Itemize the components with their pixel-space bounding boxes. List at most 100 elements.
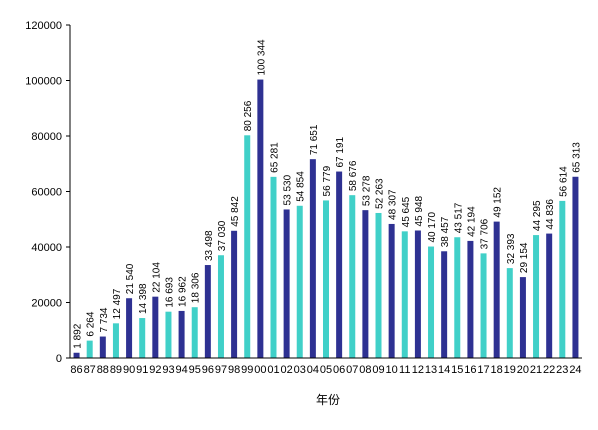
bar-02 [283, 209, 290, 358]
bar-92 [152, 296, 159, 358]
bar-08 [362, 210, 369, 358]
bar-10 [388, 223, 395, 358]
value-label: 37 030 [217, 220, 228, 251]
x-tick-label: 05 [320, 364, 332, 376]
value-label: 54 854 [296, 171, 307, 202]
value-label: 45 842 [230, 196, 241, 227]
x-tick-label: 98 [228, 364, 240, 376]
bar-04 [309, 159, 316, 358]
x-tick-label: 96 [202, 364, 214, 376]
value-label: 37 706 [480, 218, 491, 249]
x-tick-label: 87 [84, 364, 96, 376]
y-axis: 0 20000 40000 60000 80000 100000 120000 [25, 20, 71, 365]
x-tick-label: 16 [464, 364, 476, 376]
x-tick-label: 04 [307, 364, 319, 376]
bar-17 [480, 253, 487, 358]
bar-21 [533, 235, 540, 358]
value-label: 1 892 [73, 323, 84, 348]
bar-23 [559, 200, 566, 358]
value-label: 56 614 [558, 166, 569, 197]
bar-93 [165, 311, 172, 358]
bar-86 [73, 352, 80, 358]
x-tick-label: 13 [425, 364, 437, 376]
x-tick-label: 14 [438, 364, 450, 376]
value-label: 48 307 [388, 189, 399, 220]
x-tick-label: 90 [123, 364, 135, 376]
bar-87 [86, 340, 93, 358]
y-tick-label: 80000 [31, 131, 62, 143]
value-label: 52 263 [375, 178, 386, 209]
x-tick-label: 97 [215, 364, 227, 376]
x-tick-label: 22 [543, 364, 555, 376]
x-tick-label: 10 [386, 364, 398, 376]
x-tick-label: 94 [175, 364, 187, 376]
x-tick-label: 01 [267, 364, 279, 376]
bar-88 [99, 336, 106, 358]
value-label: 45 948 [414, 195, 425, 226]
value-label: 71 651 [309, 124, 320, 155]
x-tick-label: 02 [280, 364, 292, 376]
x-tick-label: 89 [110, 364, 122, 376]
y-tick-label: 60000 [31, 187, 62, 199]
x-axis-title: 年份 [316, 393, 340, 407]
bar-15 [454, 237, 461, 358]
x-tick-label: 08 [359, 364, 371, 376]
bar-19 [506, 268, 513, 358]
x-tick-label: 23 [556, 364, 568, 376]
value-label: 22 104 [151, 262, 162, 293]
x-tick-label: 93 [162, 364, 174, 376]
x-tick-label: 09 [372, 364, 384, 376]
x-tick-label: 99 [241, 364, 253, 376]
x-axis: 86 87 88 89 90 91 92 93 94 95 96 97 98 99 00 01 02 03 04 05… [70, 357, 582, 376]
value-label: 43 517 [453, 202, 464, 233]
value-label: 44 836 [545, 199, 556, 230]
value-label: 45 645 [401, 196, 412, 227]
bar-90 [126, 298, 133, 358]
bar-98 [231, 230, 238, 358]
value-label: 33 498 [204, 230, 215, 261]
x-tick-label: 95 [189, 364, 201, 376]
bar-01 [270, 176, 277, 358]
value-label: 18 306 [191, 272, 202, 303]
bar-05 [323, 200, 329, 358]
y-tick-label: 100000 [25, 76, 62, 88]
bar-99 [244, 135, 251, 358]
value-label: 6 264 [86, 311, 97, 336]
value-label: 16 693 [164, 277, 175, 308]
value-label: 56 779 [322, 165, 333, 196]
y-tick-label: 20000 [31, 298, 62, 310]
value-label: 53 530 [283, 174, 294, 205]
x-tick-label: 18 [491, 364, 503, 376]
value-label: 16 962 [178, 276, 189, 307]
value-label: 42 194 [466, 206, 477, 237]
value-label: 65 281 [269, 142, 280, 173]
bar-07 [349, 195, 356, 358]
bar-03 [296, 205, 303, 358]
bar-18 [493, 221, 500, 358]
y-tick-label: 0 [56, 353, 62, 365]
value-label: 53 278 [361, 175, 372, 206]
value-label: 44 295 [532, 200, 543, 231]
value-label: 67 191 [335, 137, 346, 168]
value-label: 58 676 [348, 160, 359, 191]
x-tick-label: 24 [569, 364, 581, 376]
bars-group [73, 79, 579, 359]
x-tick-label: 91 [136, 364, 148, 376]
y-tick-label: 120000 [25, 20, 62, 32]
bar-12 [414, 230, 421, 358]
y-tick-label: 40000 [31, 242, 62, 254]
bar-11 [401, 231, 408, 358]
bar-94 [178, 310, 185, 358]
bar-22 [546, 233, 553, 358]
value-label: 12 497 [112, 288, 123, 319]
x-tick-label: 15 [451, 364, 463, 376]
value-label: 7 734 [99, 307, 110, 332]
x-tick-label: 12 [412, 364, 424, 376]
x-tick-label: 07 [346, 364, 358, 376]
value-label: 100 344 [256, 39, 267, 76]
bar-24 [572, 176, 579, 358]
bar-09 [375, 212, 382, 358]
bar-20 [519, 277, 526, 358]
